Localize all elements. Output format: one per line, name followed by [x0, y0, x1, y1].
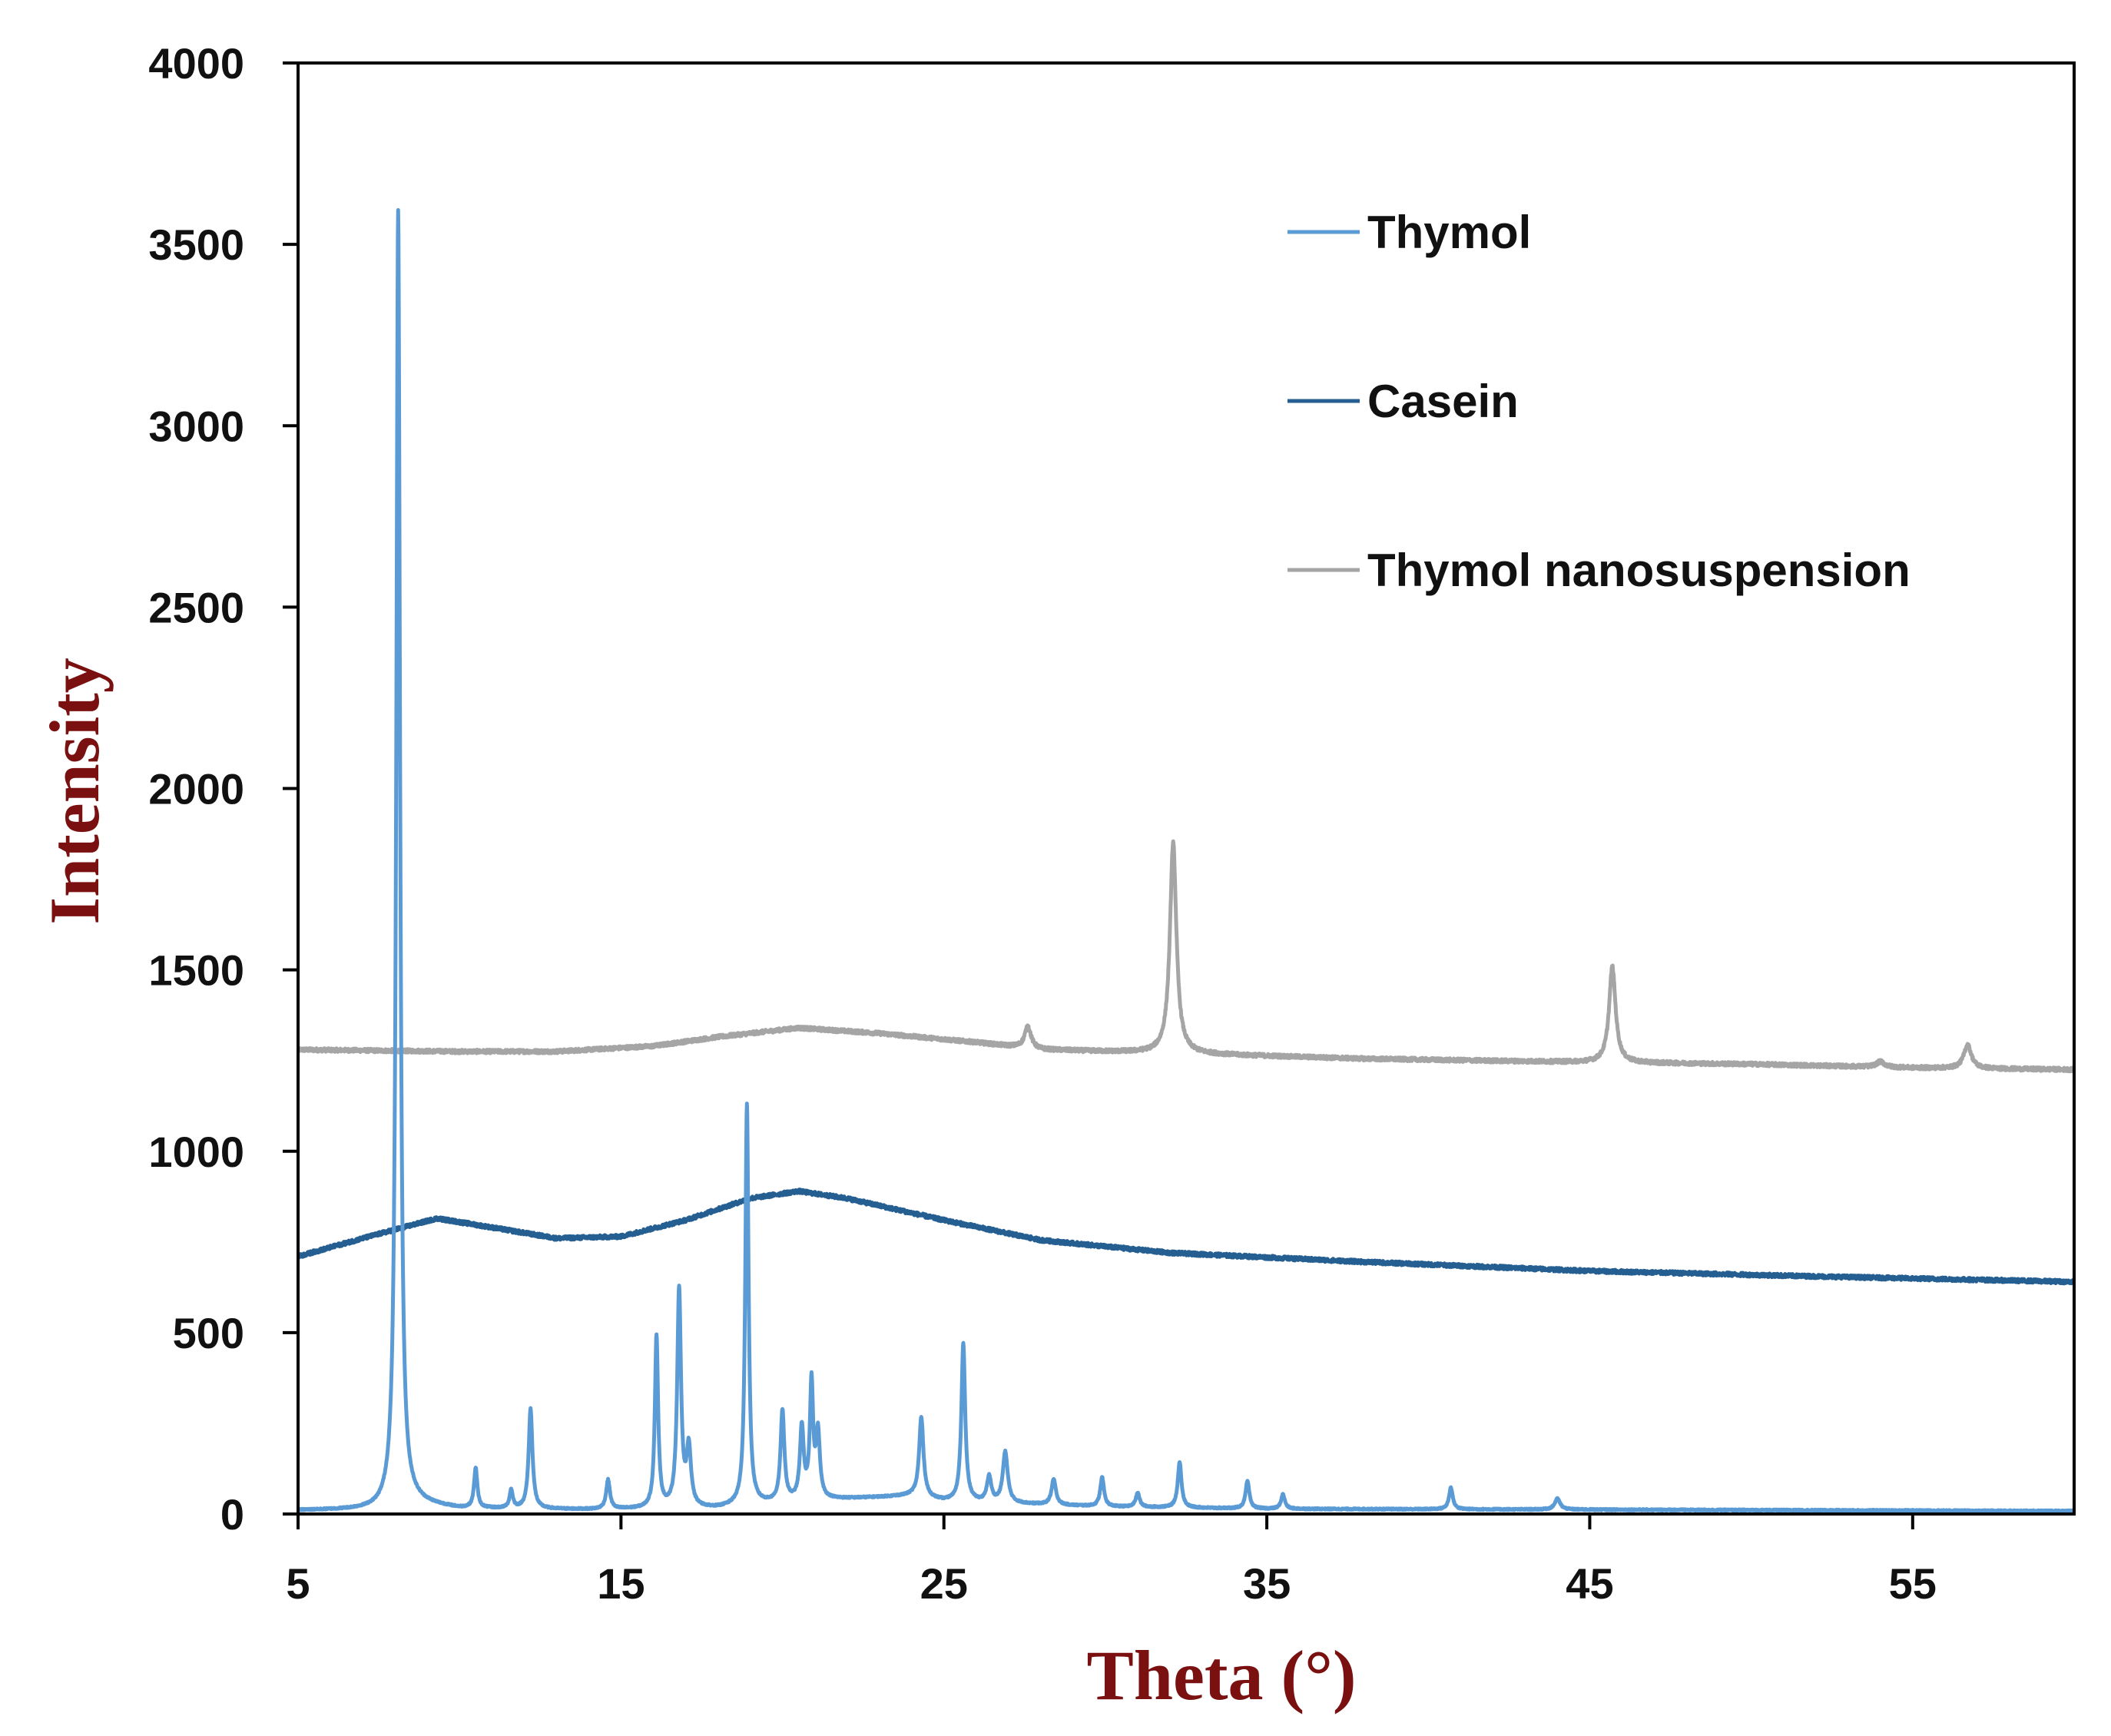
- x-tick-label: 5: [286, 1559, 310, 1608]
- y-tick-label: 3000: [148, 402, 244, 450]
- x-tick-label: 25: [920, 1559, 968, 1608]
- y-tick-label: 0: [220, 1490, 244, 1539]
- legend-label: Thymol: [1367, 207, 1531, 258]
- y-tick-label: 2500: [148, 583, 244, 631]
- axes: 0 500 1000 1500 2000 2500 3000 3500 4000 5 15 25 35 4…: [148, 39, 2076, 1608]
- x-tick-label: 15: [597, 1559, 645, 1608]
- legend-label: Thymol nanosuspension: [1367, 545, 1911, 596]
- plot-frame: [297, 61, 2076, 1516]
- y-tick-label: 4000: [148, 39, 244, 88]
- legend-label: Casein: [1367, 376, 1519, 427]
- y-axis-title: Intensity: [35, 658, 114, 925]
- y-tick-label: 1000: [148, 1128, 244, 1176]
- y-tick-label: 3500: [148, 220, 244, 269]
- plot-area: [298, 207, 2074, 1514]
- series-line-thymol: [298, 207, 2074, 1514]
- x-tick-label: 45: [1566, 1559, 1613, 1608]
- legend: Thymol Casein Thymol nanosuspension: [1287, 207, 1911, 596]
- series-line-casein: [298, 1188, 2074, 1286]
- y-tick-label: 2000: [148, 765, 244, 813]
- x-tick-label: 35: [1243, 1559, 1291, 1608]
- y-tick-label: 500: [173, 1309, 244, 1357]
- x-axis-title: Theta (°): [1086, 1636, 1356, 1714]
- y-tick-label: 1500: [148, 946, 244, 995]
- series-line-thymol-nanosuspension: [298, 839, 2074, 1074]
- x-tick-label: 55: [1889, 1559, 1937, 1608]
